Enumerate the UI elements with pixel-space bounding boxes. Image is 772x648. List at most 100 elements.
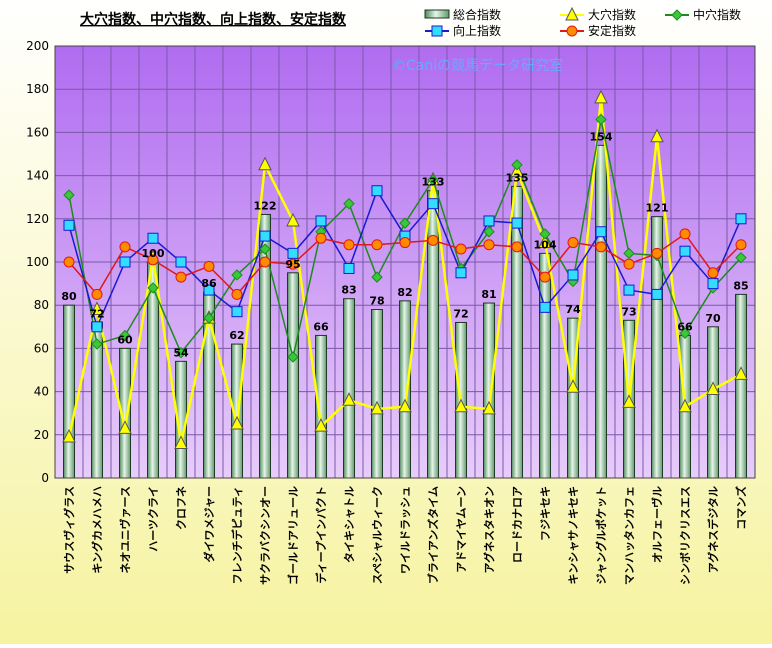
bar-value-label: 95 [285, 258, 300, 271]
bar-value-label: 121 [646, 202, 669, 215]
x-tick-label: ダイワメジャー [202, 486, 216, 562]
bar-value-label: 73 [621, 305, 636, 318]
bar-sougou [735, 293, 747, 479]
point-1 [203, 312, 215, 324]
point-2 [623, 284, 635, 296]
bar-sougou [511, 185, 523, 479]
legend-label: 総合指数 [453, 7, 501, 22]
point-0 [734, 366, 748, 380]
point-0 [62, 428, 76, 443]
bar-sougou [287, 272, 299, 479]
point-3 [147, 254, 159, 266]
point-0 [118, 420, 132, 434]
point-2 [707, 278, 719, 290]
point-0 [174, 435, 188, 449]
point-3 [483, 239, 495, 251]
point-0 [370, 400, 384, 415]
point-2 [287, 247, 299, 259]
y-tick-label: 200 [26, 39, 49, 53]
bar-value-label: 66 [313, 320, 329, 333]
point-0 [342, 392, 356, 406]
point-1 [427, 174, 439, 186]
point-3 [539, 271, 551, 283]
x-tick-label: ブライアンズタイム [426, 486, 440, 584]
point-1 [679, 327, 691, 339]
y-tick-label: 20 [34, 428, 49, 442]
point-2 [735, 213, 747, 225]
x-tick-label: ロードカナロア [511, 486, 524, 563]
point-1 [539, 228, 551, 240]
point-3 [399, 237, 411, 249]
point-0 [566, 379, 580, 393]
point-0 [622, 394, 636, 408]
point-2 [203, 284, 215, 296]
bar-value-label: 83 [341, 284, 356, 297]
point-3 [175, 271, 187, 283]
legend-marker [431, 25, 443, 37]
bar-value-label: 85 [733, 279, 748, 292]
point-2 [259, 230, 271, 242]
x-tick-label: コマンズ [734, 486, 748, 530]
x-tick-label: クロフネ [175, 486, 188, 530]
legend-label: 大穴指数 [588, 7, 636, 22]
point-1 [595, 113, 607, 126]
bar-value-label: 74 [565, 303, 581, 316]
point-2 [483, 215, 495, 227]
point-2 [427, 198, 439, 210]
point-0 [482, 400, 496, 415]
bar-value-label: 104 [534, 238, 557, 251]
point-3 [343, 239, 355, 251]
point-0 [538, 234, 552, 249]
plot-border [54, 45, 756, 479]
bar-value-label: 54 [173, 346, 189, 359]
point-2 [455, 267, 467, 279]
point-3 [511, 241, 523, 253]
point-1 [91, 338, 103, 350]
point-3 [287, 258, 299, 270]
x-tick-label: オルフェーヴル [650, 486, 664, 563]
point-2 [119, 256, 131, 268]
point-1 [371, 271, 383, 283]
point-1 [231, 269, 243, 281]
point-0 [706, 381, 720, 395]
point-2 [595, 226, 607, 238]
legend-marker [565, 6, 579, 21]
bar-sougou [595, 144, 607, 479]
point-0 [650, 128, 664, 143]
x-tick-label: アドマイヤムーン [455, 486, 468, 573]
bar-value-label: 60 [117, 333, 133, 346]
x-tick-label: ワイルドラッシュ [399, 486, 412, 574]
y-tick-label: 180 [26, 82, 49, 96]
bar-value-label: 80 [61, 290, 77, 303]
legend-swatch [424, 9, 450, 19]
x-tick-label: キンシャサノキセキ [567, 486, 580, 584]
point-3 [595, 241, 607, 253]
point-0 [258, 156, 272, 171]
point-1 [483, 226, 495, 238]
legend-label: 中穴指数 [693, 7, 741, 22]
point-1 [399, 217, 411, 229]
point-3 [651, 247, 663, 259]
point-2 [175, 256, 187, 268]
point-3 [91, 288, 103, 300]
bar-sougou [483, 302, 495, 479]
point-3 [679, 228, 691, 240]
point-0 [678, 398, 692, 413]
point-3 [63, 256, 75, 268]
y-tick-label: 80 [34, 298, 49, 312]
point-1 [287, 351, 299, 363]
x-tick-label: スペシャルウィーク [371, 486, 384, 584]
bar-sougou [539, 252, 551, 479]
bar-value-label: 135 [506, 171, 529, 184]
point-2 [147, 232, 159, 244]
point-1 [735, 251, 747, 264]
point-3 [315, 232, 327, 244]
point-3 [427, 234, 439, 246]
legend-label: 向上指数 [453, 23, 501, 38]
x-tick-label: ジャングルポケット [594, 486, 608, 584]
point-2 [567, 269, 579, 281]
y-tick-label: 120 [26, 212, 49, 226]
x-tick-label: ハーツクライ [147, 486, 160, 552]
